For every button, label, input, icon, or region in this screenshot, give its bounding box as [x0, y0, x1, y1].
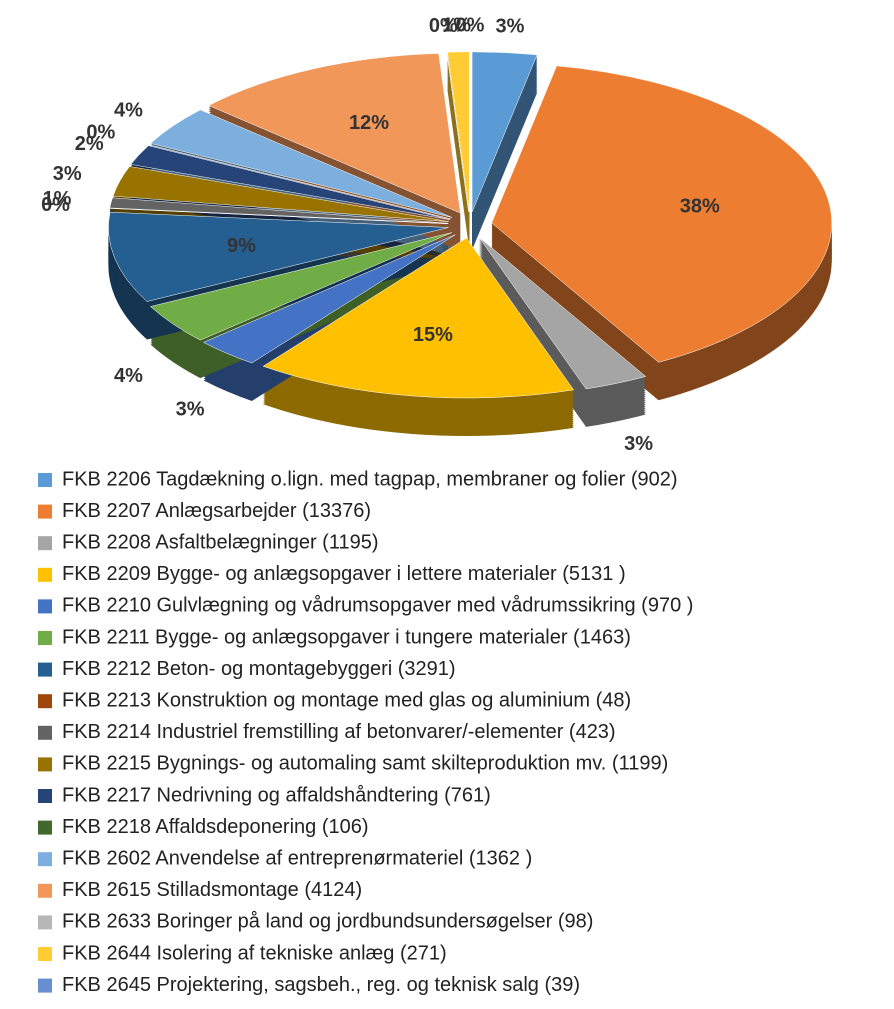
data-label: 0%	[456, 14, 485, 36]
slice-side	[446, 86, 469, 246]
data-label: 38%	[680, 195, 720, 217]
data-label: 4%	[114, 365, 143, 387]
data-label: 1%	[442, 15, 471, 37]
slice	[109, 208, 449, 224]
data-label: 3%	[53, 163, 82, 185]
legend-label: FKB 2633 Boringer på land og jordbundsun…	[62, 911, 593, 933]
slice	[491, 65, 832, 363]
legend-label: FKB 2644 Isolering af tekniske anlæg (27…	[62, 942, 447, 964]
slice	[478, 236, 647, 390]
legend-swatch	[38, 757, 52, 772]
data-label: 3%	[624, 433, 653, 455]
slice-side	[446, 90, 469, 250]
slice	[149, 232, 453, 341]
data-label: 4%	[114, 100, 143, 122]
slice	[109, 197, 449, 224]
legend-label: FKB 2209 Bygge- og anlægsopgaver i lette…	[62, 563, 626, 585]
legend-swatch	[38, 883, 52, 898]
data-label: 12%	[349, 112, 389, 134]
legend-label: FKB 2206 Tagdækning o.lign. med tagpap, …	[62, 468, 678, 490]
legend-label: FKB 2207 Anlægsarbejder (13376)	[62, 500, 371, 522]
slice-side	[446, 88, 469, 248]
legend-swatch	[38, 504, 52, 519]
legend-label: FKB 2645 Projektering, sagsbeh., reg. og…	[62, 974, 580, 996]
legend-swatch	[38, 631, 52, 645]
legend-label: FKB 2211 Bygge- og anlægsopgaver i tunge…	[62, 626, 631, 648]
legend-swatch	[38, 789, 52, 803]
slice	[262, 237, 575, 399]
legend-swatch	[38, 725, 52, 740]
data-label: 2%	[75, 133, 104, 155]
data-label: 0%	[86, 121, 115, 143]
legend-label: FKB 2212 Beton- og montagebyggeri (3291)	[62, 658, 456, 680]
legend-swatch	[38, 694, 52, 709]
data-label: 0%	[41, 194, 70, 216]
legend-swatch	[38, 947, 52, 961]
slice	[130, 145, 450, 220]
legend-label: FKB 2218 Affaldsdeponering (106)	[62, 816, 369, 838]
legend-swatch	[38, 915, 52, 930]
legend-label: FKB 2210 Gulvlægning og vådrumsopgaver m…	[62, 595, 693, 617]
legend-label: FKB 2208 Asfaltbelægninger (1195)	[62, 531, 379, 553]
legend-label: FKB 2602 Anvendelse af entreprenørmateri…	[62, 847, 532, 869]
slice	[446, 52, 469, 212]
slice	[149, 109, 453, 218]
legend-label: FKB 2217 Nedrivning og affaldshåndtering…	[62, 784, 491, 806]
legend-swatch	[38, 536, 52, 551]
legend-label: FKB 2213 Konstruktion og montage med gla…	[62, 689, 631, 711]
slice	[202, 234, 456, 364]
legend-label: FKB 2215 Bygnings- og automaling samt sk…	[62, 753, 668, 775]
slice	[447, 51, 470, 212]
legend-swatch	[38, 473, 52, 487]
data-label: 9%	[227, 235, 256, 257]
legend-swatch	[38, 820, 52, 835]
data-label: 0%	[429, 15, 458, 37]
data-label: 3%	[176, 398, 205, 420]
legend-label: FKB 2214 Industriel fremstilling af beto…	[62, 721, 616, 743]
legend-swatch	[38, 852, 52, 867]
slice	[471, 51, 538, 212]
legend-swatch	[38, 567, 52, 582]
legend-swatch	[38, 978, 52, 993]
legend-label: FKB 2615 Stilladsmontage (4124)	[62, 879, 362, 901]
slice	[112, 166, 449, 222]
slice	[208, 53, 461, 214]
data-label: 3%	[496, 15, 525, 37]
data-label: 1%	[43, 188, 72, 210]
legend-swatch	[38, 662, 52, 677]
slice	[108, 211, 449, 302]
data-label: 15%	[413, 324, 453, 346]
legend-swatch	[38, 599, 52, 614]
